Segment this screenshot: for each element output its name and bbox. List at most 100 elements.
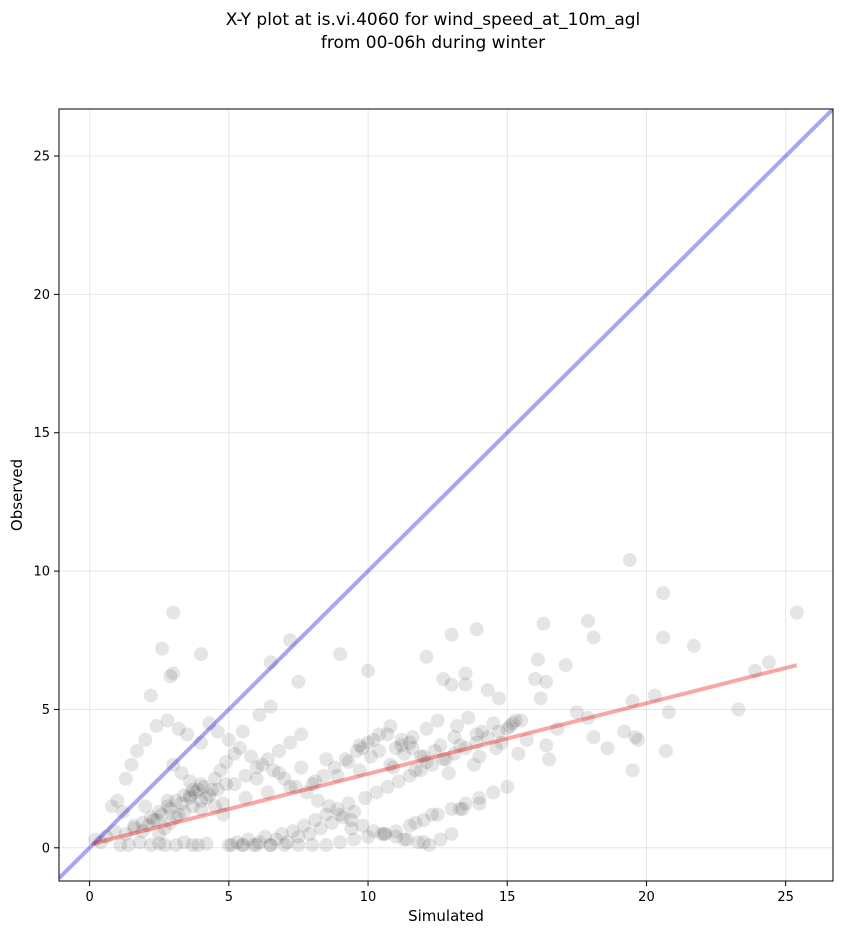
data-point <box>138 732 153 747</box>
data-point <box>238 768 253 783</box>
data-point <box>155 807 170 822</box>
data-point <box>193 777 208 792</box>
data-point <box>199 790 214 805</box>
data-point <box>249 838 264 853</box>
data-point <box>143 838 158 853</box>
data-point <box>658 743 673 758</box>
data-point <box>338 752 353 767</box>
data-point <box>99 829 114 844</box>
data-point <box>347 832 362 847</box>
x-tick-label-0: 0 <box>85 890 93 905</box>
data-point <box>297 818 312 833</box>
y-tick-label-5: 25 <box>33 150 50 165</box>
data-point <box>580 613 595 628</box>
data-point <box>352 738 367 753</box>
data-point <box>174 796 189 811</box>
data-point <box>494 735 509 750</box>
data-point <box>489 741 504 756</box>
data-point <box>789 605 804 620</box>
data-point <box>436 672 451 687</box>
data-point <box>177 835 192 850</box>
data-point <box>422 838 437 853</box>
data-point <box>444 677 459 692</box>
data-point <box>458 677 473 692</box>
data-point <box>455 802 470 817</box>
data-point <box>244 749 259 764</box>
data-point <box>280 835 295 850</box>
data-point <box>631 732 646 747</box>
x-tick-label-4: 20 <box>638 890 655 905</box>
data-point <box>447 746 462 761</box>
data-point <box>452 802 467 817</box>
data-point <box>118 771 133 786</box>
data-point <box>143 688 158 703</box>
data-point <box>444 627 459 642</box>
data-point <box>127 818 142 833</box>
data-point <box>439 752 453 767</box>
data-point <box>413 749 428 764</box>
data-point <box>402 735 417 750</box>
data-point <box>344 821 359 836</box>
data-point <box>625 694 640 709</box>
data-point <box>380 727 395 742</box>
data-point <box>168 810 183 825</box>
data-point <box>263 838 278 853</box>
data-point <box>258 829 273 844</box>
data-point <box>731 702 746 717</box>
x-tick-label-1: 5 <box>225 890 233 905</box>
y-tick-label-2: 10 <box>33 565 50 580</box>
data-point <box>124 757 139 772</box>
data-point <box>400 832 415 847</box>
data-point <box>274 826 289 841</box>
data-point <box>155 641 170 656</box>
data-point <box>408 815 423 830</box>
data-point <box>625 763 640 778</box>
data-point <box>88 832 103 847</box>
data-point <box>127 821 142 836</box>
data-point <box>600 741 615 756</box>
data-point <box>469 735 484 750</box>
data-point <box>322 799 337 814</box>
data-point <box>530 652 545 667</box>
grid-lines <box>59 109 833 881</box>
data-point <box>458 666 473 681</box>
data-point <box>413 763 428 778</box>
data-point <box>213 763 228 778</box>
data-point <box>486 785 501 800</box>
data-point <box>388 741 403 756</box>
data-point <box>358 790 373 805</box>
data-point <box>500 721 515 736</box>
data-point <box>180 727 195 742</box>
data-point <box>294 727 309 742</box>
y-axis-label: Observed <box>8 459 26 531</box>
data-point <box>291 674 306 689</box>
data-point <box>419 721 434 736</box>
data-point <box>219 755 234 770</box>
data-point <box>269 832 284 847</box>
data-point <box>394 732 409 747</box>
data-point <box>129 743 144 758</box>
data-point <box>491 691 506 706</box>
data-point <box>450 719 465 734</box>
data-point <box>411 835 426 850</box>
data-point <box>227 777 242 792</box>
data-point <box>163 802 178 817</box>
data-point <box>193 647 208 662</box>
data-point <box>388 824 403 839</box>
data-point <box>361 829 376 844</box>
data-point <box>302 826 317 841</box>
data-point <box>580 710 595 725</box>
data-point <box>316 768 331 783</box>
data-point <box>349 743 364 758</box>
data-point <box>491 724 506 739</box>
data-point <box>333 647 348 662</box>
data-point <box>132 835 147 850</box>
data-point <box>152 836 167 851</box>
data-point <box>408 763 423 778</box>
data-point <box>116 804 131 819</box>
data-point <box>313 821 328 836</box>
one-to-one-line <box>59 109 833 880</box>
data-point <box>210 724 225 739</box>
data-point <box>163 815 178 830</box>
